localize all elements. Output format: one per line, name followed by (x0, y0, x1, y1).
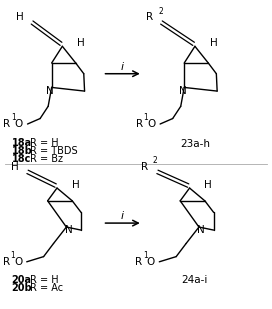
Text: R = H: R = H (30, 275, 59, 285)
Text: N: N (65, 225, 72, 235)
Text: R: R (146, 12, 153, 22)
Text: 1: 1 (10, 251, 15, 260)
Text: H: H (77, 38, 85, 48)
Text: 1: 1 (144, 113, 148, 122)
Text: i: i (121, 211, 124, 221)
Text: 1: 1 (143, 251, 148, 260)
Text: O: O (14, 257, 22, 267)
Text: R: R (4, 119, 11, 129)
Text: R: R (141, 162, 148, 172)
Text: 2: 2 (158, 7, 163, 16)
Text: N: N (179, 86, 187, 96)
Text: R = TBDS: R = TBDS (30, 146, 78, 156)
Text: H: H (210, 38, 217, 48)
Text: R: R (136, 119, 143, 129)
Text: H: H (11, 162, 19, 172)
Text: i: i (121, 62, 124, 72)
Text: R = Ac: R = Ac (30, 283, 63, 293)
Text: R: R (135, 257, 143, 267)
Text: 18a: 18a (11, 138, 32, 148)
Text: O: O (15, 119, 23, 129)
Text: R: R (3, 257, 10, 267)
Text: 2: 2 (153, 156, 157, 165)
Text: 23a-h: 23a-h (180, 139, 210, 149)
Text: O: O (147, 257, 155, 267)
Text: R = Bz: R = Bz (30, 154, 63, 164)
Text: H: H (16, 12, 23, 22)
Text: R = H: R = H (30, 138, 59, 148)
Text: 1: 1 (11, 113, 16, 122)
Text: H: H (72, 180, 79, 190)
Text: N: N (197, 225, 205, 235)
Text: O: O (147, 119, 156, 129)
Text: 20b: 20b (11, 283, 32, 293)
Text: 20a: 20a (11, 275, 32, 285)
Text: 18b: 18b (11, 146, 32, 156)
Text: 18c: 18c (11, 154, 31, 164)
Text: H: H (204, 180, 212, 190)
Text: 24a-i: 24a-i (181, 275, 208, 285)
Text: N: N (47, 86, 54, 96)
